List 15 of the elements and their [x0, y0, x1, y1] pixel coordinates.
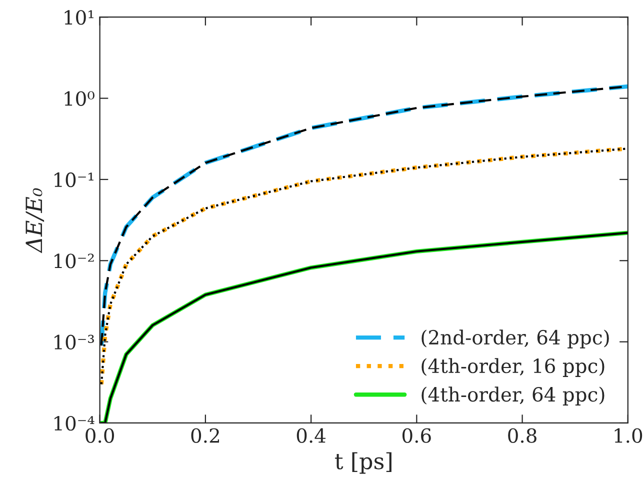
legend-label: (4th-order, 16 ppc) — [422, 358, 604, 377]
x-tick-label: 0.6 — [402, 428, 431, 443]
y-tick-label: 10⁰ — [64, 91, 94, 106]
x-tick-label: 0.8 — [508, 428, 536, 443]
legend-label: (4th-order, 64 ppc) — [422, 386, 604, 406]
legend-label: (2nd-order, 64 ppc) — [422, 330, 609, 348]
y-tick-label: 10⁻¹ — [54, 172, 94, 188]
x-tick-label: 0.4 — [296, 428, 326, 443]
y-tick-label: 10⁻² — [54, 254, 94, 268]
x-tick-label: 1.0 — [614, 428, 642, 443]
y-tick-label: 10¹ — [64, 10, 94, 25]
y-axis-title: ΔE/E₀ — [26, 188, 44, 254]
y-tick-label: 10⁻³ — [54, 334, 94, 350]
x-axis-title: t [ps] — [335, 452, 392, 474]
x-tick-label: 0.2 — [191, 428, 219, 443]
